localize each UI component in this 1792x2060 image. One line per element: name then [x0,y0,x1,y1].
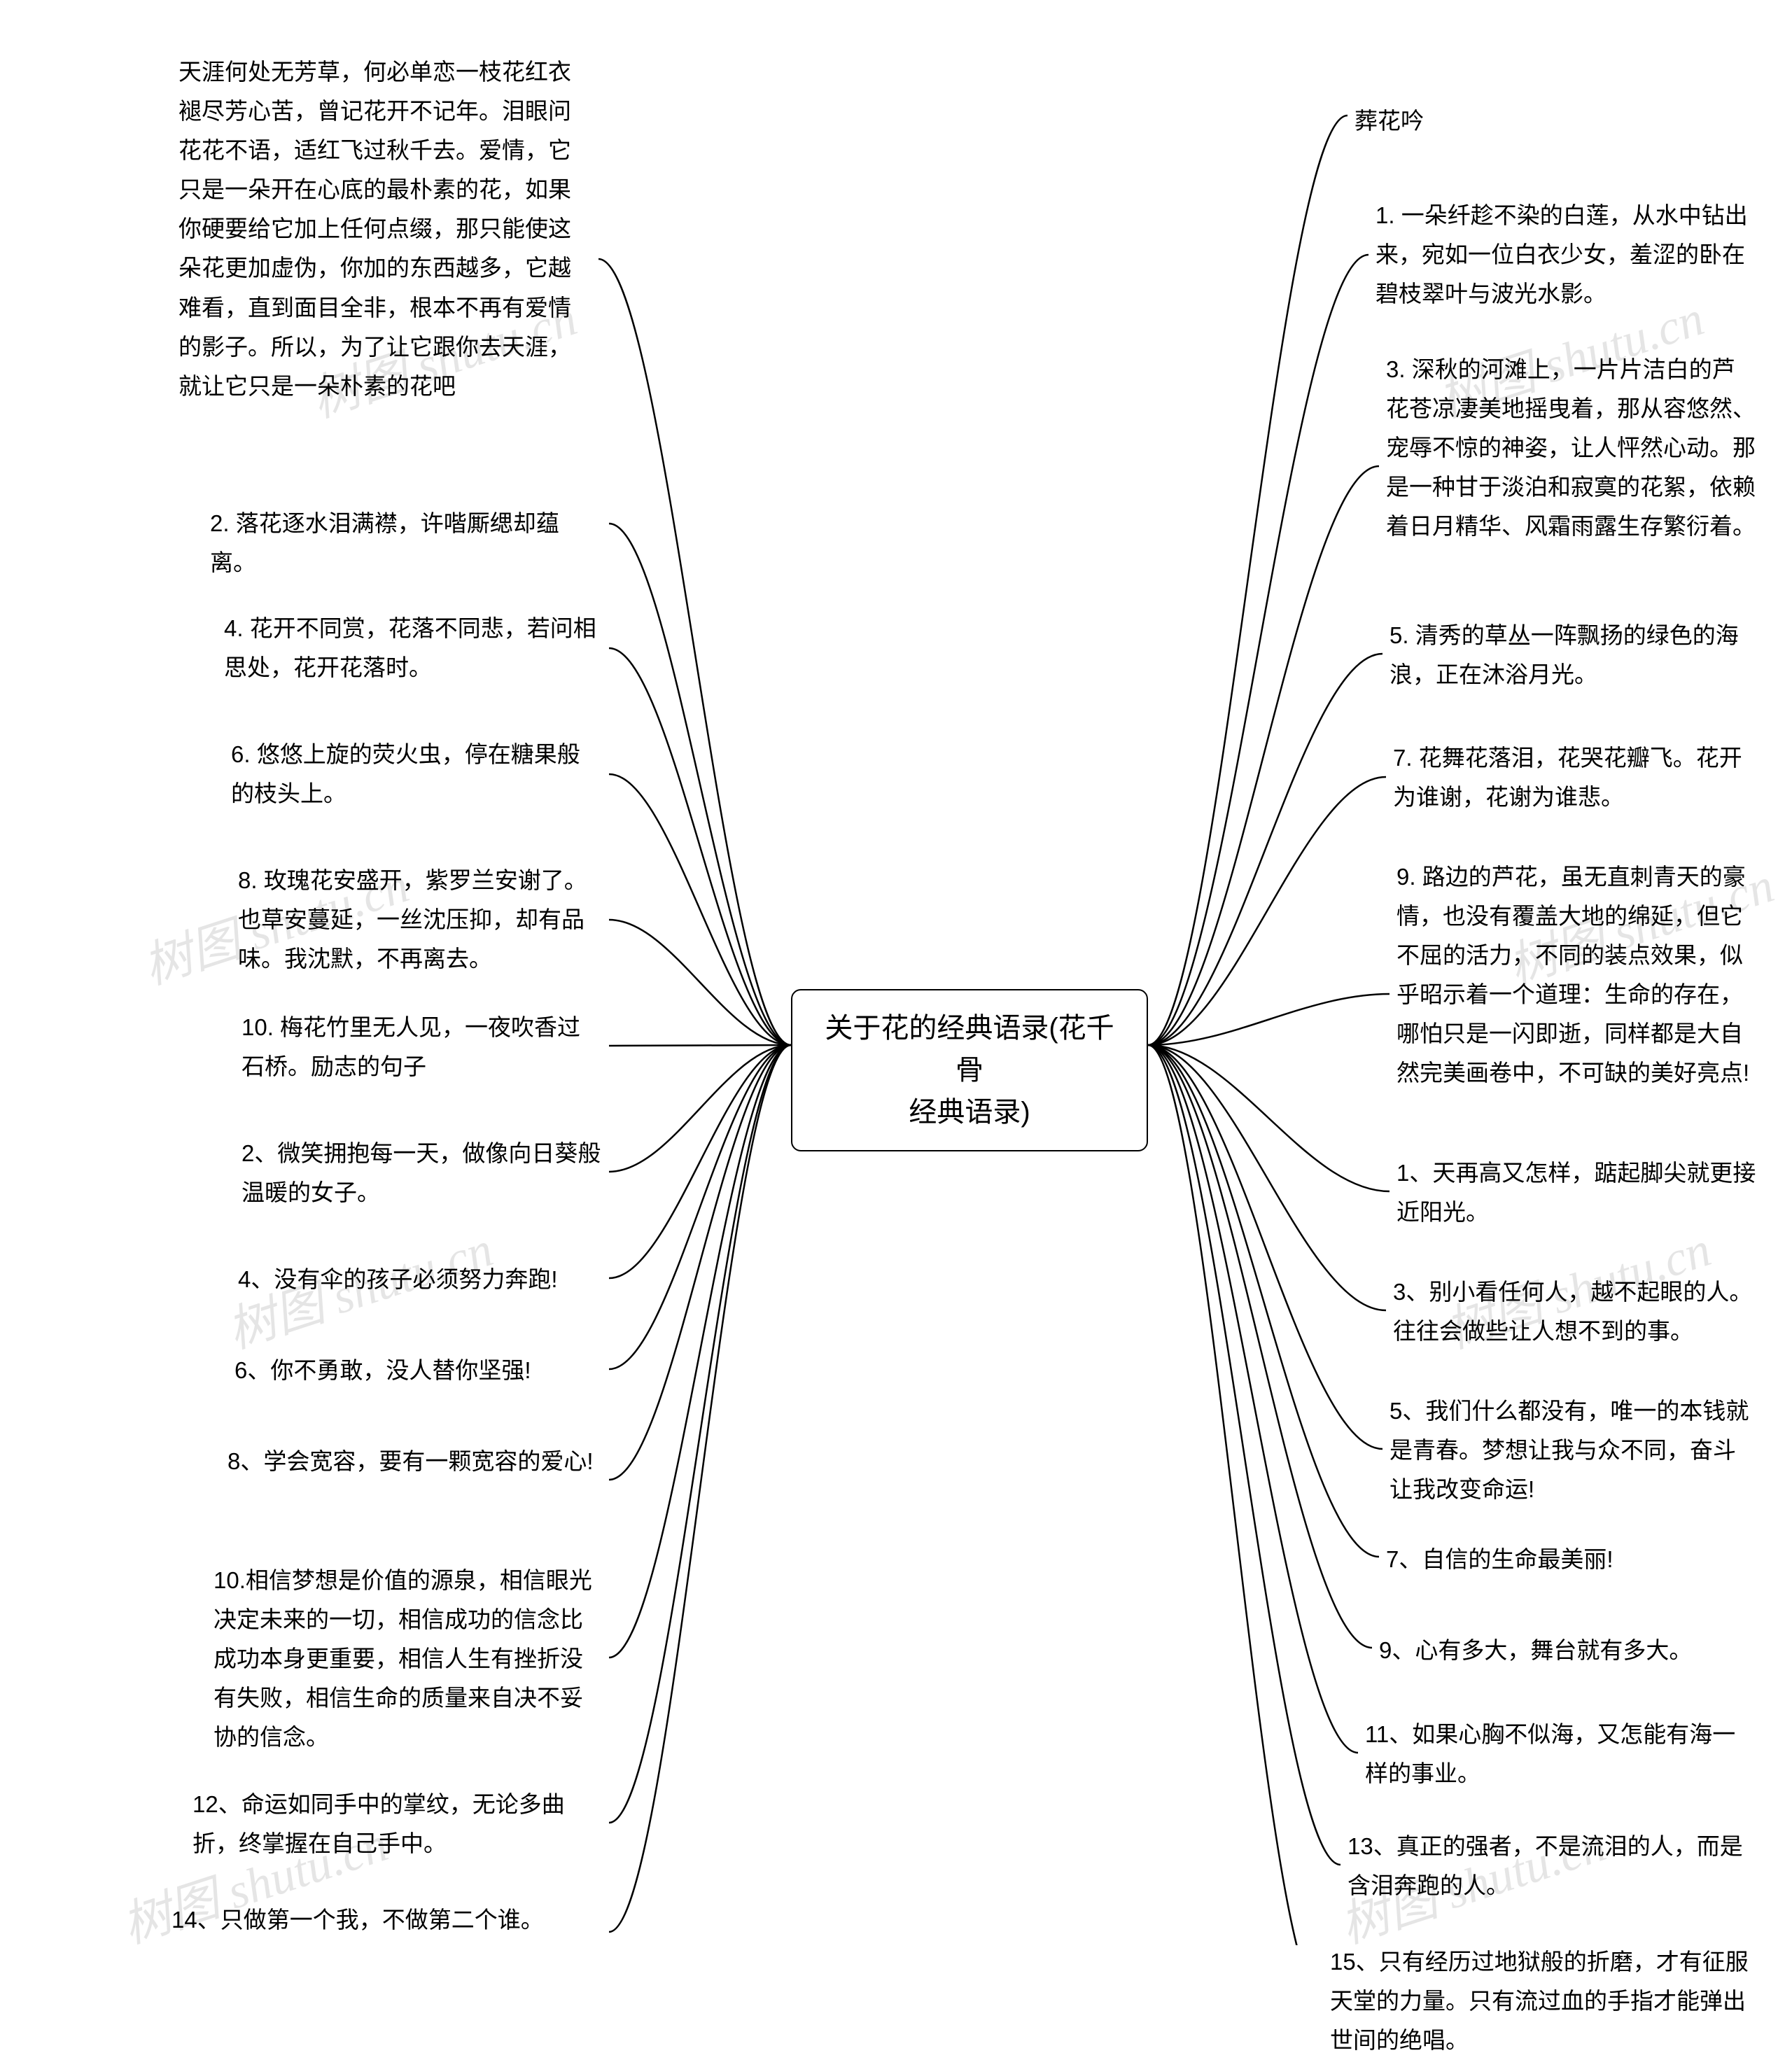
leaf-node: 7、自信的生命最美丽! [1386,1540,1757,1579]
connector-line [609,1045,791,1932]
leaf-node: 1. 一朵纤趁不染的白莲，从水中钻出来，宛如一位白衣少女，羞涩的卧在碧枝翠叶与波… [1376,196,1757,314]
leaf-node: 15、只有经历过地狱般的折磨，才有征服天堂的力量。只有流过血的手指才能弹出世间的… [1330,1942,1757,2060]
leaf-node: 13、真正的强者，不是流泪的人，而是含泪奔跑的人。 [1348,1827,1757,1905]
leaf-node: 14、只做第一个我，不做第二个谁。 [172,1900,602,1940]
leaf-node: 7. 花舞花落泪，花哭花瓣飞。花开为谁谢，花谢为谁悲。 [1393,738,1757,817]
leaf-node: 12、命运如同手中的掌纹，无论多曲折，终掌握在自己手中。 [192,1785,602,1863]
connector-line [609,524,791,1045]
leaf-node: 5. 清秀的草丛一阵飘扬的绿色的海浪，正在沐浴月光。 [1390,616,1757,694]
connector-line [1148,466,1379,1045]
connector-line [609,1045,791,1480]
connector-line [1148,1045,1382,1449]
leaf-node: 4. 花开不同赏，花落不同悲，若问相思处，花开花落时。 [224,609,602,687]
leaf-node: 6. 悠悠上旋的荧火虫，停在糖果般的枝头上。 [231,735,602,813]
leaf-node: 4、没有伞的孩子必须努力奔跑! [238,1260,602,1299]
connector-line [609,920,791,1045]
leaf-node: 10.相信梦想是价值的源泉，相信眼光决定未来的一切，相信成功的信念比成功本身更重… [214,1561,602,1757]
connector-line [1148,654,1382,1045]
leaf-node: 8、学会宽容，要有一颗宽容的爱心! [227,1442,602,1481]
leaf-node: 10. 梅花竹里无人见，一夜吹香过石桥。励志的句子 [241,1008,602,1086]
leaf-node: 6、你不勇敢，没人替你坚强! [234,1351,602,1390]
center-node: 关于花的经典语录(花千骨 经典语录) [791,989,1148,1151]
leaf-node: 3. 深秋的河滩上，一片片洁白的芦花苍凉凄美地摇曳着，那从容悠然、宠辱不惊的神姿… [1386,350,1757,546]
connector-line [1148,994,1390,1045]
leaf-node: 2. 落花逐水泪满襟，许喈厮缌却蕴离。 [210,504,602,582]
connector-line [1148,1045,1358,1753]
connector-line [598,259,791,1045]
connector-line [1148,1045,1379,1557]
leaf-node: 葬花吟 [1354,101,1494,141]
leaf-node: 3、别小看任何人，越不起眼的人。往往会做些让人想不到的事。 [1393,1273,1757,1351]
leaf-node: 5、我们什么都没有，唯一的本钱就是青春。梦想让我与众不同，奋斗让我改变命运! [1390,1392,1757,1509]
leaf-node: 9、心有多大，舞台就有多大。 [1379,1631,1757,1670]
connector-line [1148,777,1386,1045]
leaf-node: 11、如果心胸不似海，又怎能有海一样的事业。 [1365,1715,1757,1793]
connector-line [609,1045,791,1046]
connector-line [1148,115,1348,1045]
leaf-node: 2、微笑拥抱每一天，做像向日葵般温暖的女子。 [241,1134,602,1212]
leaf-node: 9. 路边的芦花，虽无直刺青天的豪情，也没有覆盖大地的绵延，但它不屈的活力，不同… [1396,857,1757,1093]
connector-line [609,648,791,1045]
leaf-node: 天涯何处无芳草，何必单恋一枝花红衣褪尽芳心苦，曾记花开不记年。泪眼问花花不语，适… [178,52,592,406]
leaf-node: 8. 玫瑰花安盛开，紫罗兰安谢了。也草安蔓延，一丝沈压抑，却有品味。我沈默，不再… [238,861,602,979]
leaf-node: 1、天再高又怎样，踮起脚尖就更接近阳光。 [1396,1154,1757,1232]
